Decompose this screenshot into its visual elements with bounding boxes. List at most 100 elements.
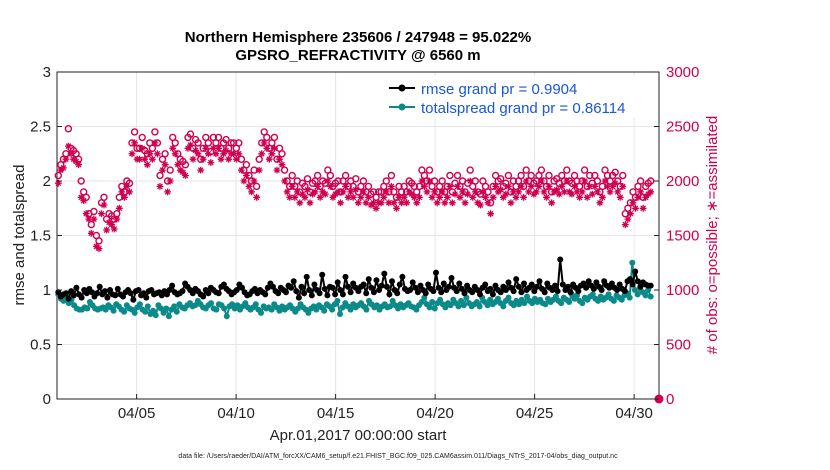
rmse-point <box>407 287 414 293</box>
y-axis-label-right: # of obs: o=possible; ∗=assimilated <box>704 116 721 355</box>
rmse-point <box>549 287 556 293</box>
obs-assimilated-point <box>423 188 431 196</box>
obs-assimilated-point <box>95 245 103 252</box>
rmse-point <box>251 285 258 292</box>
totalspread-point <box>337 311 343 317</box>
obs-assimilated-point <box>347 188 355 196</box>
obs-assimilated-point <box>398 199 405 207</box>
rmse-point <box>316 290 323 297</box>
totalspread-point <box>413 306 420 313</box>
obs-assimilated-point <box>591 183 599 190</box>
rmse-point <box>264 284 271 291</box>
obs-assimilated-point <box>479 188 487 196</box>
rmse-point <box>293 288 300 295</box>
obs-assimilated-point <box>113 215 121 223</box>
obs-assimilated-point <box>93 243 100 250</box>
obs-assimilated-point <box>555 190 563 198</box>
rmse-point <box>164 291 170 298</box>
obs-assimilated-point <box>344 193 352 201</box>
rmse-point <box>295 294 302 301</box>
totalspread-point <box>268 306 275 313</box>
obs-assimilated-point <box>100 201 108 209</box>
rmse-point <box>63 290 70 297</box>
obs-assimilated-point <box>545 183 553 190</box>
obs-possible-point <box>161 150 169 158</box>
rmse-line <box>57 259 651 303</box>
obs-assimilated-point <box>510 188 517 196</box>
obs-assimilated-point <box>627 210 634 218</box>
obs-assimilated-point <box>576 193 583 201</box>
obs-assimilated-point <box>408 190 416 198</box>
obs-assimilated-point <box>332 190 339 198</box>
obs-assimilated-point <box>220 150 227 158</box>
obs-assimilated-point <box>380 193 388 201</box>
rmse-point <box>513 276 520 283</box>
totalspread-point <box>110 307 117 314</box>
y-right-tick-label: 2000 <box>666 173 699 190</box>
totalspread-point <box>500 303 507 310</box>
obs-assimilated-point <box>115 204 123 212</box>
obs-assimilated-point <box>161 161 169 169</box>
rmse-point <box>373 277 380 284</box>
obs-assimilated-point <box>179 168 187 176</box>
obs-assimilated-point <box>339 188 347 196</box>
totalspread-point <box>629 259 636 266</box>
obs-assimilated-point <box>182 172 189 179</box>
obs-assimilated-point <box>520 193 527 201</box>
obs-assimilated-point <box>278 161 286 169</box>
totalspread-point <box>395 305 401 312</box>
totalspread-point <box>605 291 612 298</box>
rmse-point <box>412 284 419 291</box>
totalspread-point <box>510 302 517 309</box>
rmse-point <box>347 289 354 296</box>
obs-assimilated-point <box>471 188 479 196</box>
rmse-point <box>425 281 432 288</box>
obs-assimilated-point <box>624 215 632 223</box>
obs-assimilated-point <box>477 201 484 209</box>
obs-assimilated-point <box>639 204 647 212</box>
rmse-point <box>65 295 72 302</box>
obs-assimilated-point <box>189 155 197 163</box>
legend-marker-rmse <box>398 84 406 92</box>
rmse-point <box>482 281 489 288</box>
obs-assimilated-point <box>80 197 88 204</box>
obs-assimilated-point <box>395 193 403 201</box>
obs-assimilated-point <box>370 199 377 207</box>
obs-assimilated-point <box>512 193 520 201</box>
totalspread-point <box>276 307 283 314</box>
obs-assimilated-point <box>436 193 444 201</box>
obs-assimilated-point <box>606 188 614 196</box>
rmse-point <box>381 270 388 277</box>
obs-assimilated-point <box>159 166 166 174</box>
obs-assimilated-point <box>578 188 586 196</box>
obs-assimilated-point <box>230 150 238 158</box>
totalspread-point <box>142 308 149 315</box>
totalspread-point <box>647 293 654 300</box>
rmse-point <box>629 281 636 288</box>
obs-assimilated-point <box>543 193 550 201</box>
rmse-point <box>112 292 119 299</box>
obs-assimilated-point <box>265 155 273 163</box>
obs-assimilated-point <box>204 150 212 158</box>
rmse-point <box>275 290 282 297</box>
totalspread-point <box>102 306 109 313</box>
obs-assimilated-point <box>611 179 619 187</box>
rmse-point <box>456 280 463 287</box>
rmse-point <box>169 282 176 289</box>
obs-possible-point <box>636 177 645 185</box>
obs-possible-point <box>138 133 146 142</box>
rmse-point <box>386 291 393 298</box>
obs-assimilated-point <box>416 193 423 201</box>
rmse-point <box>567 289 574 296</box>
obs-assimilated-point <box>110 225 118 233</box>
obs-assimilated-point <box>70 155 77 163</box>
obs-assimilated-point <box>306 199 314 207</box>
obs-assimilated-point <box>260 139 268 147</box>
obs-assimilated-point <box>235 150 243 158</box>
rmse-point <box>355 288 362 295</box>
x-tick-label: 04/20 <box>416 405 454 422</box>
obs-assimilated-point <box>451 190 459 198</box>
totalspread-point <box>521 300 528 307</box>
obs-assimilated-point <box>151 139 159 147</box>
obs-assimilated-point <box>250 177 258 185</box>
